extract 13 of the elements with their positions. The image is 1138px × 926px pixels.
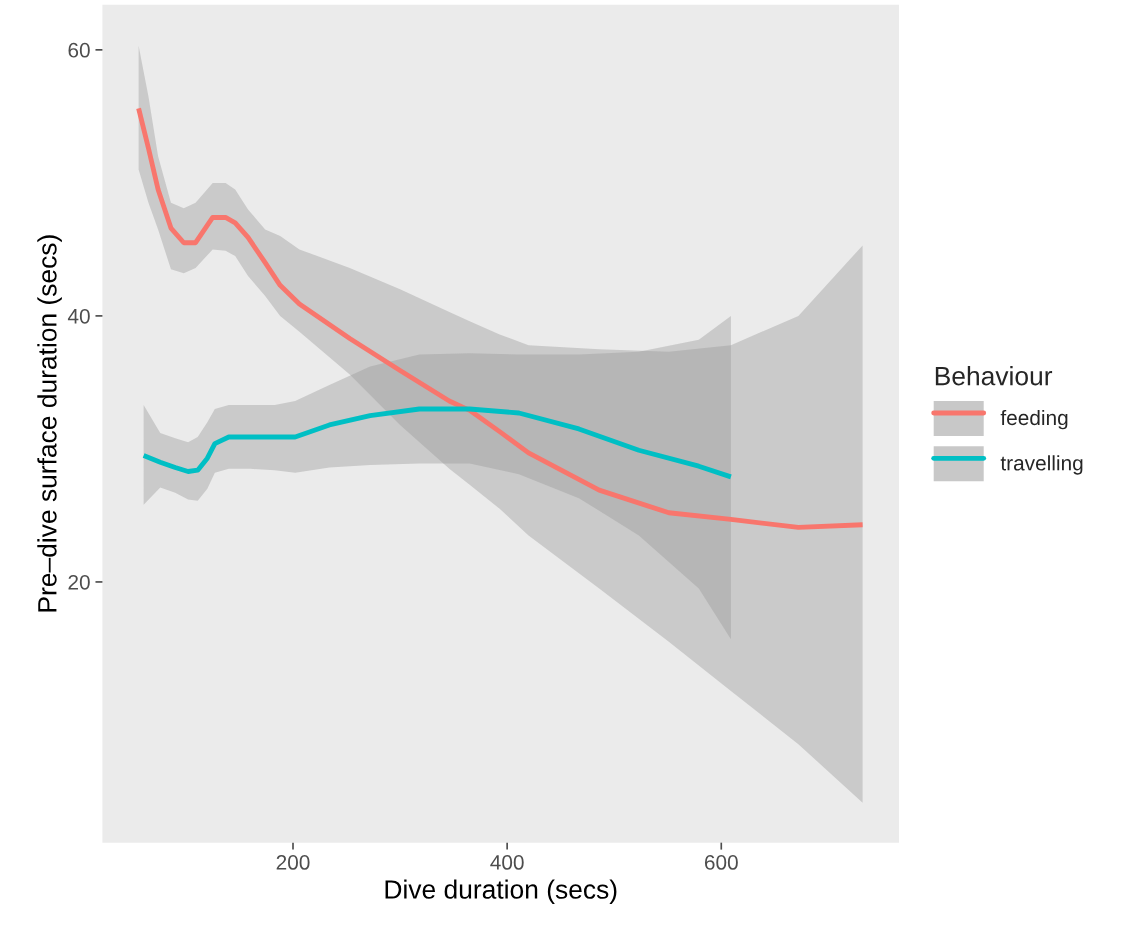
legend-label: feeding	[1000, 409, 1068, 430]
y-tick-label: 60	[68, 42, 90, 58]
line-series	[141, 406, 734, 480]
x-tick-label: 600	[704, 855, 738, 870]
y-tick-label: 40	[67, 308, 90, 324]
y-axis-title: Pre–dive surface duration (secs)	[37, 235, 62, 612]
line-series	[136, 105, 866, 530]
legend-label: travelling	[1000, 455, 1083, 475]
x-axis-title: Dive duration (secs)	[385, 879, 617, 905]
y-tick-label: 20	[68, 574, 90, 590]
x-tick-label: 400	[490, 855, 524, 870]
legend-title: Behaviour	[935, 366, 1053, 386]
x-tick-label: 200	[276, 855, 310, 870]
